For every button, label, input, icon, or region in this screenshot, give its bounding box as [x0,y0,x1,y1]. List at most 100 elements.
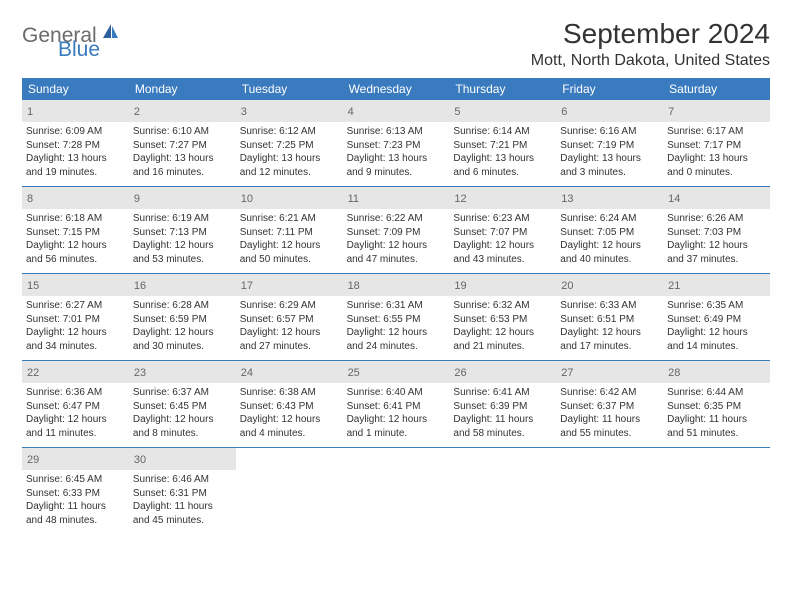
day-info-line: Daylight: 11 hours [453,413,552,427]
day-info-line: and 1 minute. [347,427,446,441]
day-info-line: Sunrise: 6:13 AM [347,125,446,139]
day-info-line: Daylight: 13 hours [453,152,552,166]
day-number: 16 [134,280,146,292]
day-number-row: 29 [22,448,129,470]
day-info-line: and 58 minutes. [453,427,552,441]
day-cell: 15Sunrise: 6:27 AMSunset: 7:01 PMDayligh… [22,274,129,360]
day-number: 17 [241,280,253,292]
day-info-line: and 4 minutes. [240,427,339,441]
day-info-line: Daylight: 13 hours [26,152,125,166]
day-header-monday: Monday [129,78,236,100]
day-info-line: Daylight: 12 hours [667,326,766,340]
day-info-line: Sunrise: 6:21 AM [240,212,339,226]
day-number: 28 [668,367,680,379]
day-number-row: 8 [22,187,129,209]
day-number: 1 [27,106,33,118]
day-info-line: Daylight: 13 hours [347,152,446,166]
empty-cell [343,448,450,534]
day-info-line: Daylight: 11 hours [26,500,125,514]
day-cell: 28Sunrise: 6:44 AMSunset: 6:35 PMDayligh… [663,361,770,447]
day-info-line: Sunset: 6:49 PM [667,313,766,327]
day-info-line: Sunrise: 6:46 AM [133,473,232,487]
day-header-saturday: Saturday [663,78,770,100]
day-info-line: Sunset: 6:51 PM [560,313,659,327]
day-info-line: Daylight: 11 hours [560,413,659,427]
day-info-line: Sunrise: 6:22 AM [347,212,446,226]
day-cell: 17Sunrise: 6:29 AMSunset: 6:57 PMDayligh… [236,274,343,360]
day-header-wednesday: Wednesday [343,78,450,100]
day-info-line: Daylight: 13 hours [667,152,766,166]
day-info-line: and 37 minutes. [667,253,766,267]
day-cell: 20Sunrise: 6:33 AMSunset: 6:51 PMDayligh… [556,274,663,360]
day-cell: 21Sunrise: 6:35 AMSunset: 6:49 PMDayligh… [663,274,770,360]
day-number: 18 [348,280,360,292]
day-cell: 30 Sunrise: 6:46 AMSunset: 6:31 PMDayligh… [129,448,236,534]
week-row: 15Sunrise: 6:27 AMSunset: 7:01 PMDayligh… [22,274,770,361]
day-info-line: Sunrise: 6:10 AM [133,125,232,139]
day-cell: 10Sunrise: 6:21 AMSunset: 7:11 PMDayligh… [236,187,343,273]
month-title: September 2024 [531,18,770,50]
day-info-line: Daylight: 12 hours [240,326,339,340]
day-info-line: Sunset: 6:35 PM [667,400,766,414]
day-info-line: Daylight: 12 hours [667,239,766,253]
week-row: 8Sunrise: 6:18 AMSunset: 7:15 PMDaylight… [22,187,770,274]
logo-text-blue: Blue [58,38,100,61]
day-cell: 13Sunrise: 6:24 AMSunset: 7:05 PMDayligh… [556,187,663,273]
day-number: 29 [27,454,39,466]
day-number: 24 [241,367,253,379]
day-number-row: 9 [129,187,236,209]
day-info-line: Sunrise: 6:41 AM [453,386,552,400]
day-info-line: and 24 minutes. [347,340,446,354]
day-cell: 5Sunrise: 6:14 AMSunset: 7:21 PMDaylight… [449,100,556,186]
day-number-row: 13 [556,187,663,209]
day-info-line: Sunset: 7:01 PM [26,313,125,327]
day-info-line: and 43 minutes. [453,253,552,267]
logo-sail-icon [101,22,121,45]
day-header-sunday: Sunday [22,78,129,100]
day-number-row: 3 [236,100,343,122]
day-info-line: Sunrise: 6:19 AM [133,212,232,226]
day-number-row: 22 [22,361,129,383]
day-info-line: Daylight: 11 hours [133,500,232,514]
day-number-row: 26 [449,361,556,383]
day-header-friday: Friday [556,78,663,100]
day-info-line: Daylight: 12 hours [347,413,446,427]
location: Mott, North Dakota, United States [531,52,770,70]
day-header-tuesday: Tuesday [236,78,343,100]
day-cell: 19Sunrise: 6:32 AMSunset: 6:53 PMDayligh… [449,274,556,360]
day-info-line: Daylight: 12 hours [26,239,125,253]
day-info-line: and 19 minutes. [26,166,125,180]
day-info-line: Daylight: 12 hours [26,326,125,340]
day-number-row: 2 [129,100,236,122]
day-cell: 12Sunrise: 6:23 AMSunset: 7:07 PMDayligh… [449,187,556,273]
day-info-line: Daylight: 12 hours [347,239,446,253]
day-number-row: 4 [343,100,450,122]
day-number-row: 17 [236,274,343,296]
day-info-line: Sunrise: 6:24 AM [560,212,659,226]
day-info-line: Daylight: 13 hours [560,152,659,166]
day-cell: 22Sunrise: 6:36 AMSunset: 6:47 PMDayligh… [22,361,129,447]
day-info-line: Sunset: 7:23 PM [347,139,446,153]
day-info-line: Sunset: 6:31 PM [133,487,232,501]
day-info-line: and 8 minutes. [133,427,232,441]
day-info-line: Sunrise: 6:16 AM [560,125,659,139]
day-number-row: 11 [343,187,450,209]
day-number: 8 [27,193,33,205]
day-info-line: and 40 minutes. [560,253,659,267]
week-row: 1Sunrise: 6:09 AMSunset: 7:28 PMDaylight… [22,100,770,187]
day-number-row: 6 [556,100,663,122]
day-number: 26 [454,367,466,379]
day-info-line: and 12 minutes. [240,166,339,180]
day-info-line: and 17 minutes. [560,340,659,354]
day-header-thursday: Thursday [449,78,556,100]
day-info-line: Daylight: 12 hours [133,326,232,340]
day-cell: 29Sunrise: 6:45 AMSunset: 6:33 PMDayligh… [22,448,129,534]
day-number: 30 [134,454,146,466]
day-cell: 8Sunrise: 6:18 AMSunset: 7:15 PMDaylight… [22,187,129,273]
day-info-line: Sunrise: 6:29 AM [240,299,339,313]
day-info-line: Sunrise: 6:33 AM [560,299,659,313]
day-info-line: Sunset: 7:25 PM [240,139,339,153]
day-info-line: Sunset: 7:15 PM [26,226,125,240]
day-info-line: Daylight: 13 hours [133,152,232,166]
day-cell: 2Sunrise: 6:10 AMSunset: 7:27 PMDaylight… [129,100,236,186]
